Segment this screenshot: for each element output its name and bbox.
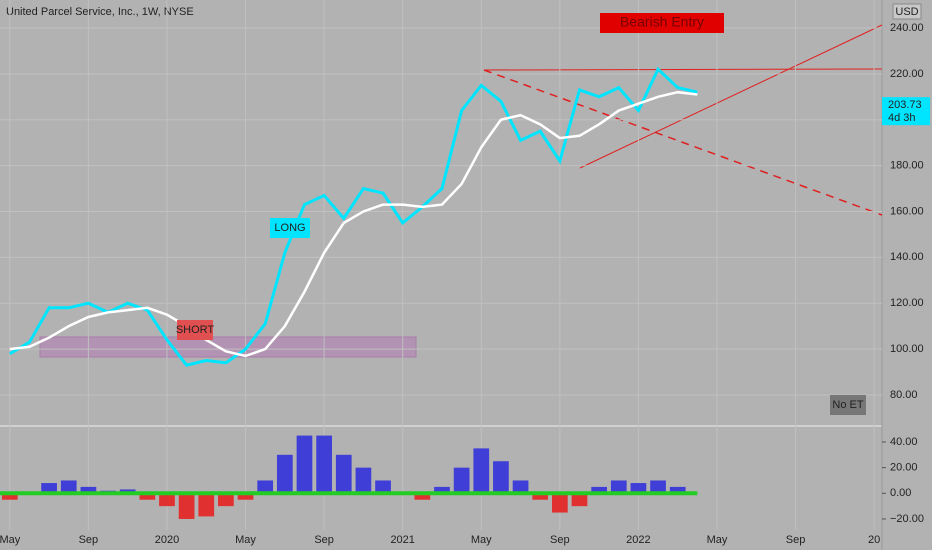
oscillator-bar: [414, 493, 431, 500]
oscillator-bar: [610, 480, 627, 494]
oscillator-bar: [630, 483, 647, 494]
oscillator-bar: [532, 493, 549, 500]
x-tick-label: May: [707, 534, 728, 546]
x-tick-label: Sep: [79, 534, 99, 546]
oscillator-bar: [493, 461, 509, 494]
oscillator-bar: [276, 454, 293, 494]
trendline: [483, 68, 883, 71]
oscillator-bar: [178, 493, 195, 519]
x-tick-label: Sep: [786, 534, 806, 546]
y-tick-label: 40.00: [890, 436, 918, 448]
annotation-box: [177, 320, 213, 340]
y-tick-label: 220.00: [890, 68, 924, 80]
zone: [39, 336, 417, 358]
x-tick-label: Sep: [550, 534, 570, 546]
y-tick-label: 140.00: [890, 251, 924, 263]
oscillator-bar: [512, 480, 529, 494]
oscillator-bar: [159, 493, 175, 507]
annotation-box: [830, 395, 866, 415]
x-tick-label: 2021: [390, 534, 414, 546]
oscillator-bar: [60, 480, 77, 494]
price-line: [9, 90, 698, 358]
oscillator-bar: [41, 483, 57, 494]
oscillator-bar: [257, 480, 274, 494]
y-tick-label: 120.00: [890, 297, 924, 309]
oscillator-bar: [198, 493, 215, 517]
y-tick-label: −20.00: [890, 513, 924, 525]
x-tick-label: 2020: [155, 534, 179, 546]
price-tag: [882, 97, 930, 126]
x-tick-label: Sep: [314, 534, 334, 546]
trendline: [579, 24, 883, 169]
oscillator-bar: [453, 467, 470, 494]
oscillator-bar: [375, 480, 391, 494]
y-tick-label: 180.00: [890, 160, 924, 172]
oscillator-bar: [335, 454, 352, 494]
oscillator-bar: [355, 467, 372, 494]
oscillator-bar: [650, 480, 666, 494]
oscillator-bar: [571, 493, 588, 507]
annotation-box: [270, 218, 310, 238]
annotation: SHORT: [176, 324, 215, 336]
countdown: 4d 3h: [888, 112, 916, 124]
oscillator-bar: [669, 486, 686, 494]
x-tick-label: May: [235, 534, 256, 546]
oscillator-bar: [296, 435, 313, 494]
y-tick-label: 240.00: [890, 22, 924, 34]
oscillator-bar: [591, 486, 607, 494]
x-tick-label: 20: [868, 534, 880, 546]
currency: USD: [895, 6, 918, 18]
oscillator-bar: [551, 493, 568, 513]
y-tick-label: 0.00: [890, 487, 911, 499]
annotation: No ET: [832, 399, 863, 411]
x-tick-label: May: [471, 534, 492, 546]
price-line: [9, 66, 698, 367]
oscillator-bar: [1, 493, 18, 500]
y-tick-label: 160.00: [890, 205, 924, 217]
y-tick-label: 80.00: [890, 389, 918, 401]
oscillator-bar: [434, 486, 450, 494]
trendline: [483, 69, 883, 216]
oscillator-bar: [473, 448, 490, 494]
oscillator-bar: [237, 493, 254, 500]
oscillator-bar: [316, 435, 332, 494]
currency-box: [892, 3, 922, 20]
last-price: 203.73: [888, 99, 922, 111]
y-tick-label: 20.00: [890, 462, 918, 474]
x-tick-label: May: [0, 534, 21, 546]
oscillator-bar: [218, 493, 234, 507]
chart-title: United Parcel Service, Inc., 1W, NYSE: [6, 6, 194, 18]
oscillator-bar: [139, 493, 156, 500]
annotation: LONG: [274, 222, 305, 234]
annotation: Bearish Entry: [620, 14, 704, 30]
oscillator-bar: [80, 486, 97, 494]
annotation-box: [600, 13, 724, 33]
y-tick-label: 100.00: [890, 343, 924, 355]
x-tick-label: 2022: [626, 534, 650, 546]
